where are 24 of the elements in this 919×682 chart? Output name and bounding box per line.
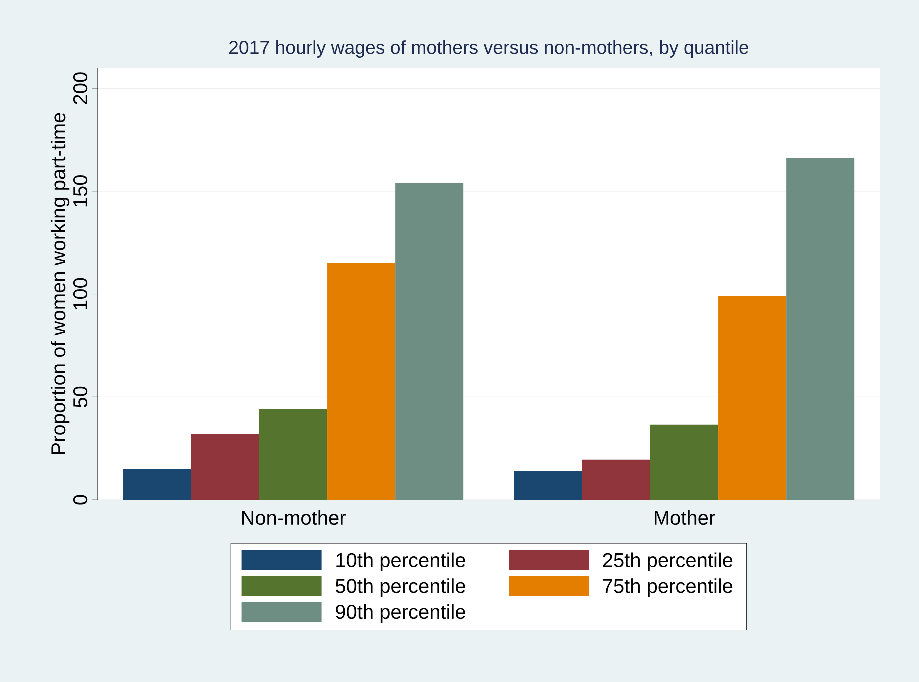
bar [650, 424, 719, 500]
bar [259, 409, 328, 500]
y-tick-label: 0 [73, 495, 88, 505]
y-tick-label: 100 [73, 278, 88, 310]
y-tick-label: 150 [73, 176, 88, 207]
bar [191, 434, 260, 500]
legend-label: 10th percentile [336, 552, 466, 572]
y-tick-label: 200 [73, 72, 88, 104]
bar [786, 158, 855, 500]
legend-label: 50th percentile [336, 578, 466, 598]
x-tick-label: Mother [655, 510, 716, 526]
y-tick-label: 50 [73, 386, 88, 408]
bar [328, 263, 396, 500]
legend-label: 75th percentile [603, 578, 733, 598]
chart-title: 2017 hourly wages of mothers versus non-mothers, by quantile [230, 40, 749, 58]
legend-label: 90th percentile [336, 604, 466, 624]
x-tick-label: Non-mother [242, 510, 346, 526]
bar [582, 460, 650, 500]
bar [396, 183, 464, 500]
legend-label: 25th percentile [603, 552, 733, 572]
bar [123, 469, 192, 500]
y-axis-title: Proportion of women working part-time [50, 113, 70, 454]
bar [718, 296, 787, 500]
bar [514, 471, 582, 500]
